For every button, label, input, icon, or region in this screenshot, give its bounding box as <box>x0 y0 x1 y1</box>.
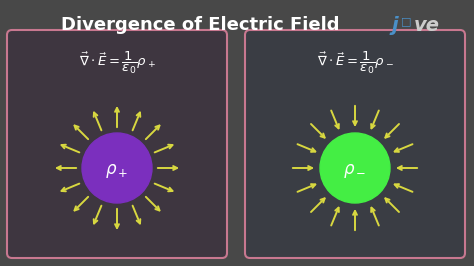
Text: j: j <box>392 16 399 35</box>
Text: $\rho_+$: $\rho_+$ <box>105 162 128 180</box>
FancyBboxPatch shape <box>245 30 465 258</box>
FancyBboxPatch shape <box>7 30 227 258</box>
Text: ve: ve <box>414 16 440 35</box>
Text: □: □ <box>401 16 411 26</box>
Text: $\vec{\nabla} \cdot \vec{E} = \dfrac{1}{\varepsilon_0}\rho_+$: $\vec{\nabla} \cdot \vec{E} = \dfrac{1}{… <box>79 50 155 76</box>
Text: $\rho_-$: $\rho_-$ <box>343 162 367 180</box>
Text: Divergence of Electric Field: Divergence of Electric Field <box>61 16 339 34</box>
Text: $\vec{\nabla} \cdot \vec{E} = \dfrac{1}{\varepsilon_0}\rho_-$: $\vec{\nabla} \cdot \vec{E} = \dfrac{1}{… <box>317 50 393 76</box>
Circle shape <box>320 133 390 203</box>
Circle shape <box>82 133 152 203</box>
